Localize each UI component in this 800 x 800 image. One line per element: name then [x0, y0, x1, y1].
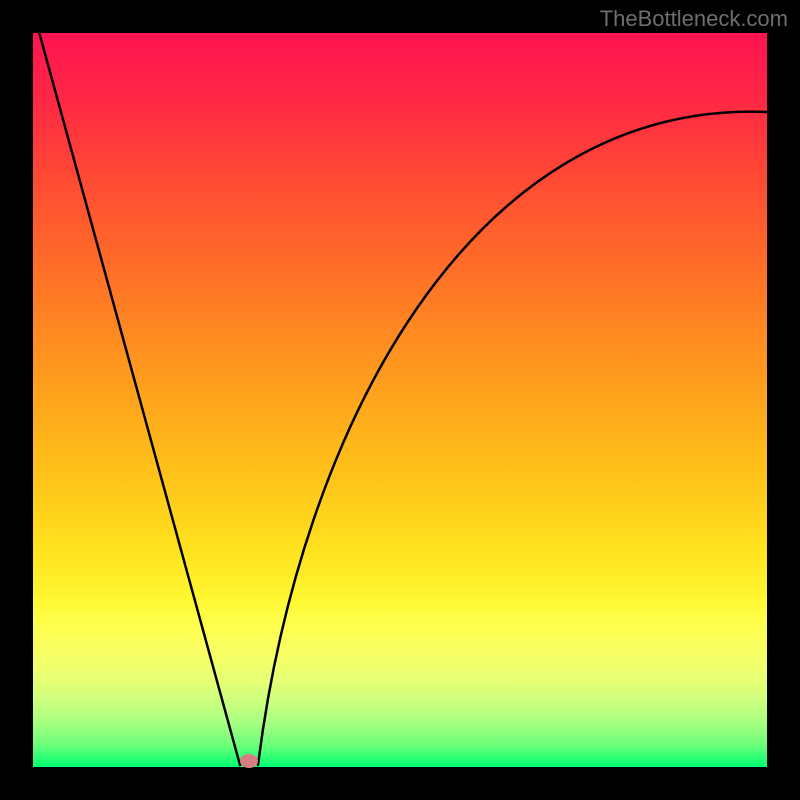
chart-container: TheBottleneck.com: [0, 0, 800, 800]
minimum-marker: [240, 754, 258, 768]
watermark-text: TheBottleneck.com: [600, 6, 788, 32]
plot-curve: [0, 0, 800, 800]
